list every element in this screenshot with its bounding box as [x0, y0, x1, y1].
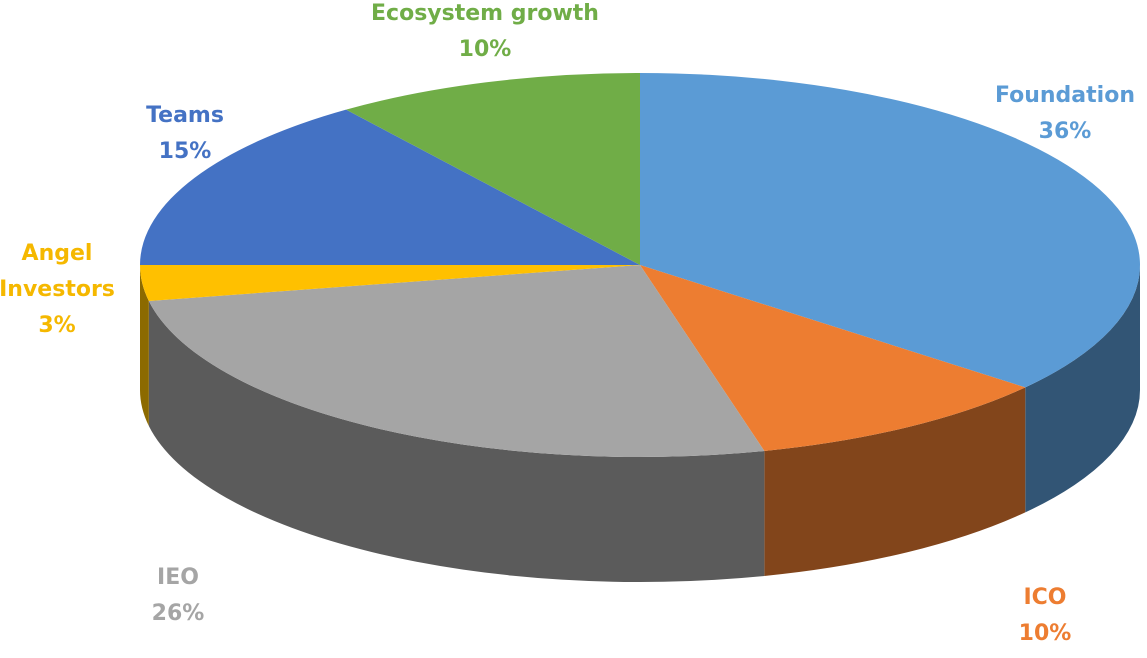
category-label: IEO: [157, 565, 199, 590]
slice-label: Foundation 36%: [965, 78, 1147, 150]
slice: [640, 73, 1141, 388]
slice: [346, 73, 640, 265]
slice-side: [1025, 265, 1140, 513]
value-label: 10%: [1018, 621, 1072, 646]
slice-side: [764, 387, 1026, 576]
slice-side: [140, 265, 149, 426]
slice-side: [148, 300, 765, 582]
category-label: Angel Investors: [0, 241, 115, 302]
slice-label: Teams 15%: [125, 98, 245, 170]
value-label: 26%: [151, 601, 205, 626]
value-label: 3%: [38, 313, 76, 338]
slice-label: Ecosystem growth 10%: [335, 0, 635, 68]
category-label: ICO: [1023, 585, 1067, 610]
slice: [640, 265, 1026, 451]
slice: [140, 109, 640, 266]
value-label: 10%: [458, 37, 512, 62]
slice-label: IEO 26%: [118, 560, 238, 632]
slice: [140, 265, 640, 301]
slice-label: ICO 10%: [985, 580, 1105, 652]
category-label: Ecosystem growth: [371, 1, 599, 26]
value-label: 36%: [1038, 119, 1092, 144]
slice-label: Angel Investors 3%: [0, 236, 122, 344]
value-label: 15%: [158, 139, 212, 164]
slice: [148, 265, 765, 457]
category-label: Teams: [146, 103, 224, 128]
category-label: Foundation: [994, 83, 1135, 108]
